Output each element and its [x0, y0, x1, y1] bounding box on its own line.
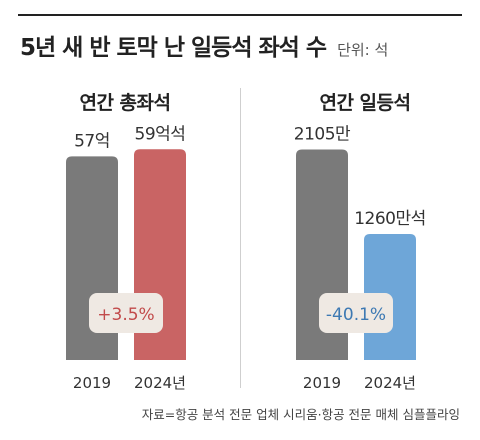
unit-label: 단위: 석 — [337, 41, 389, 59]
total-seats-category-label-1: 2024년 — [134, 374, 186, 392]
first-class-change-badge — [319, 293, 393, 333]
first-class-category-label-1: 2024년 — [364, 374, 416, 392]
first-class-category-label-0: 2019 — [303, 374, 341, 392]
first-class-value-label-0: 2105만 — [294, 125, 351, 145]
total-seats-change-label: +3.5% — [97, 305, 154, 325]
source-note: 자료=항공 분석 전문 업체 시리움·항공 전문 매체 심플플라잉 — [141, 407, 460, 422]
total-seats-change-badge — [89, 293, 163, 333]
total-seats-value-label-1: 59억석 — [135, 124, 186, 144]
first-class-change-label: -40.1% — [326, 305, 386, 325]
total-seats-value-label-0: 57억 — [74, 131, 110, 151]
page-title: 5년 새 반 토막 난 일등석 좌석 수 — [20, 35, 327, 61]
panel-divider — [240, 88, 241, 388]
left-panel-title: 연간 총좌석 — [79, 92, 171, 114]
first-class-value-label-1: 1260만석 — [354, 209, 426, 229]
total-seats-category-label-0: 2019 — [73, 374, 111, 392]
right-panel-title: 연간 일등석 — [319, 92, 411, 114]
header: 5년 새 반 토막 난 일등석 좌석 수 단위: 석 — [20, 28, 388, 62]
top-rule — [18, 14, 462, 16]
